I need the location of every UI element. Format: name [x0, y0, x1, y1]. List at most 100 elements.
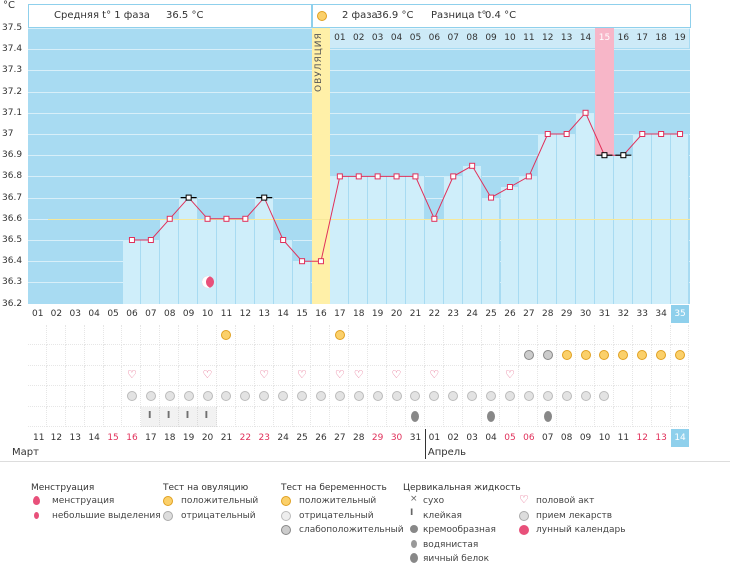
- marker-cell[interactable]: [254, 345, 274, 366]
- marker-cell[interactable]: [500, 345, 520, 366]
- marker-cell[interactable]: [292, 365, 312, 387]
- marker-cell[interactable]: [632, 345, 652, 366]
- marker-cell[interactable]: [179, 365, 199, 387]
- marker-cell[interactable]: [481, 406, 501, 428]
- marker-cell[interactable]: [84, 365, 104, 387]
- marker-cell[interactable]: [349, 406, 369, 428]
- marker-cell[interactable]: [198, 345, 217, 366]
- marker-cell[interactable]: [481, 365, 501, 387]
- marker-cell[interactable]: [235, 324, 255, 346]
- marker-cell[interactable]: [387, 406, 406, 428]
- marker-cell[interactable]: [443, 386, 463, 407]
- marker-cell[interactable]: [311, 365, 331, 387]
- marker-cell[interactable]: [368, 345, 388, 366]
- marker-cell[interactable]: [670, 386, 690, 407]
- marker-cell[interactable]: [103, 386, 123, 407]
- marker-cell[interactable]: [103, 365, 123, 387]
- marker-cell[interactable]: [160, 345, 180, 366]
- marker-cell[interactable]: [179, 386, 199, 407]
- marker-cell[interactable]: [330, 386, 350, 407]
- marker-cell[interactable]: [576, 386, 595, 407]
- marker-cell[interactable]: [500, 406, 520, 428]
- marker-cell[interactable]: [235, 365, 255, 387]
- marker-cell[interactable]: [462, 365, 482, 387]
- marker-cell[interactable]: [368, 386, 388, 407]
- marker-cell[interactable]: [349, 365, 369, 387]
- marker-cell[interactable]: [595, 406, 614, 428]
- marker-cell[interactable]: [330, 345, 350, 366]
- marker-cell[interactable]: [557, 365, 577, 387]
- marker-cell[interactable]: [443, 345, 463, 366]
- marker-cell[interactable]: [160, 324, 180, 346]
- marker-cell[interactable]: [273, 345, 293, 366]
- marker-cell[interactable]: [65, 324, 85, 346]
- marker-cell[interactable]: [670, 345, 690, 366]
- marker-cell[interactable]: [519, 386, 539, 407]
- marker-cell[interactable]: [387, 345, 406, 366]
- marker-cell[interactable]: [557, 386, 577, 407]
- marker-cell[interactable]: [500, 324, 520, 346]
- marker-cell[interactable]: [292, 324, 312, 346]
- marker-cell[interactable]: [462, 324, 482, 346]
- marker-cell[interactable]: [292, 406, 312, 428]
- marker-cell[interactable]: [406, 345, 425, 366]
- marker-cell[interactable]: [576, 324, 595, 346]
- marker-cell[interactable]: [595, 345, 614, 366]
- marker-cell[interactable]: [273, 406, 293, 428]
- marker-cell[interactable]: [122, 345, 142, 366]
- marker-cell[interactable]: [576, 365, 595, 387]
- marker-cell[interactable]: [557, 406, 577, 428]
- marker-cell[interactable]: [235, 386, 255, 407]
- marker-cell[interactable]: [387, 324, 406, 346]
- marker-cell[interactable]: [141, 406, 161, 428]
- marker-cell[interactable]: [519, 345, 539, 366]
- marker-cell[interactable]: [613, 324, 633, 346]
- marker-cell[interactable]: [538, 345, 558, 366]
- marker-cell[interactable]: [538, 386, 558, 407]
- marker-cell[interactable]: [651, 365, 671, 387]
- marker-cell[interactable]: [122, 324, 142, 346]
- marker-cell[interactable]: [179, 345, 199, 366]
- marker-cell[interactable]: [46, 324, 66, 346]
- marker-cell[interactable]: [387, 365, 406, 387]
- marker-cell[interactable]: [424, 406, 444, 428]
- marker-cell[interactable]: [28, 345, 47, 366]
- marker-cell[interactable]: [557, 345, 577, 366]
- marker-cell[interactable]: [311, 386, 331, 407]
- marker-cell[interactable]: [349, 345, 369, 366]
- marker-cell[interactable]: [330, 406, 350, 428]
- marker-cell[interactable]: [160, 365, 180, 387]
- marker-cell[interactable]: [613, 365, 633, 387]
- marker-cell[interactable]: [595, 365, 614, 387]
- marker-cell[interactable]: [217, 324, 236, 346]
- marker-cell[interactable]: [273, 365, 293, 387]
- marker-cell[interactable]: [651, 386, 671, 407]
- marker-cell[interactable]: [349, 386, 369, 407]
- marker-cell[interactable]: [538, 365, 558, 387]
- marker-cell[interactable]: [651, 345, 671, 366]
- marker-cell[interactable]: [217, 406, 236, 428]
- marker-cell[interactable]: [198, 386, 217, 407]
- marker-cell[interactable]: [217, 386, 236, 407]
- marker-cell[interactable]: [103, 324, 123, 346]
- marker-cell[interactable]: [84, 345, 104, 366]
- marker-cell[interactable]: [632, 365, 652, 387]
- marker-cell[interactable]: [462, 406, 482, 428]
- marker-cell[interactable]: [235, 406, 255, 428]
- marker-cell[interactable]: [65, 345, 85, 366]
- marker-cell[interactable]: [141, 386, 161, 407]
- marker-cell[interactable]: [406, 386, 425, 407]
- marker-cell[interactable]: [217, 365, 236, 387]
- marker-cell[interactable]: [632, 386, 652, 407]
- marker-cell[interactable]: [330, 324, 350, 346]
- marker-cell[interactable]: [595, 324, 614, 346]
- marker-cell[interactable]: [481, 386, 501, 407]
- marker-cell[interactable]: [500, 365, 520, 387]
- marker-cell[interactable]: [28, 365, 47, 387]
- marker-cell[interactable]: [311, 406, 331, 428]
- marker-cell[interactable]: [46, 386, 66, 407]
- marker-cell[interactable]: [84, 406, 104, 428]
- marker-cell[interactable]: [198, 406, 217, 428]
- marker-cell[interactable]: [198, 324, 217, 346]
- marker-cell[interactable]: [103, 345, 123, 366]
